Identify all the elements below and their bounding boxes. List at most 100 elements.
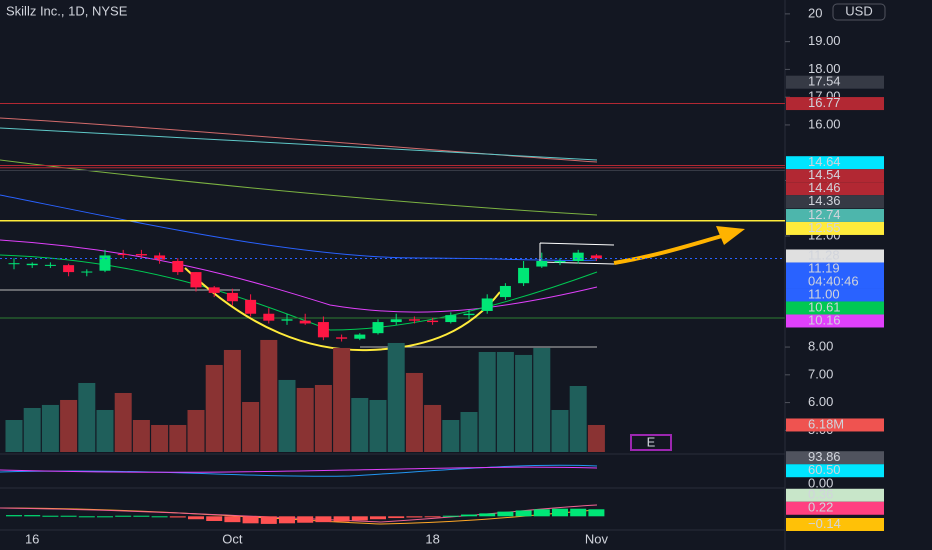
price-tag-label: 0.22: [808, 500, 833, 515]
candle-body: [463, 313, 475, 316]
candle-body: [190, 272, 202, 288]
y-tick-label: 6.00: [808, 394, 833, 409]
candle-body: [44, 264, 56, 266]
price-tag: [786, 464, 884, 478]
volume-bar: [278, 379, 296, 452]
price-tag-label: 93.86: [808, 449, 841, 464]
price-tag: [786, 451, 884, 465]
macd-bar: [479, 513, 496, 517]
volume-bar: [442, 420, 460, 452]
ma-line: [0, 117, 598, 163]
volume-bar: [333, 347, 351, 452]
price-tag: [786, 156, 884, 170]
macd-bar: [370, 516, 386, 520]
price-tag: [786, 221, 884, 235]
macd-bar: [133, 515, 150, 517]
ma-line: [0, 239, 598, 313]
macd-bar: [78, 516, 95, 518]
candle-body: [499, 285, 511, 298]
volume-bar: [60, 399, 78, 452]
earnings-box[interactable]: [630, 434, 672, 451]
macd-bar: [424, 516, 441, 518]
candle-body: [536, 260, 548, 267]
price-tag: [786, 488, 884, 502]
volume-bar: [515, 354, 533, 452]
currency[interactable]: USD: [845, 3, 872, 18]
macd-bar: [42, 515, 59, 517]
candle-body: [208, 287, 220, 293]
macd-bar: [497, 511, 514, 517]
price-tag: [786, 314, 884, 328]
price-tag-label: 11.00: [808, 286, 840, 301]
volume-bar: [405, 372, 423, 452]
macd-bar: [388, 516, 405, 519]
y-tick-label: 0.00: [808, 475, 833, 490]
macd-bar: [242, 516, 259, 524]
volume-bar: [478, 351, 496, 452]
candle-body: [135, 254, 147, 256]
volume-bar: [242, 401, 260, 452]
countdown: 04:40:46: [808, 273, 859, 288]
ma-line: [0, 254, 598, 331]
macd-bar: [315, 516, 332, 523]
chart-title: Skillz Inc., 1D, NYSE: [6, 3, 128, 18]
macd-bar: [279, 516, 295, 524]
currency-button[interactable]: [832, 3, 886, 21]
volume-bar: [23, 407, 41, 452]
volume-bar: [424, 404, 442, 452]
candle-body: [117, 254, 129, 256]
price-tag-label: 17.54: [808, 74, 841, 89]
candle-body: [354, 334, 366, 339]
price-tag: [786, 208, 884, 222]
price-tag: [786, 249, 884, 263]
volume-tag-label: 6.18M: [808, 416, 844, 431]
macd-bar: [97, 516, 113, 518]
candle-body: [572, 252, 584, 261]
volume-bar: [296, 387, 314, 452]
price-tag-label: 11.19: [808, 260, 840, 275]
macd-bar: [224, 516, 241, 523]
price-tag-label: 14.46: [808, 180, 841, 195]
y-tick-label: 19.00: [808, 33, 841, 48]
price-tag-label: 10.16: [808, 312, 841, 327]
price-tag: [786, 301, 884, 315]
price-tag-label: −0.14: [808, 516, 841, 531]
candle-body: [245, 299, 257, 314]
macd-bar: [588, 509, 605, 517]
candle-body: [445, 315, 457, 323]
candle-body: [590, 255, 602, 259]
candle-body: [263, 313, 275, 321]
candle-body: [317, 322, 329, 338]
price-tag-label: 11.28: [808, 247, 840, 262]
price-tag-label: 0.36: [808, 487, 833, 502]
macd-bar: [552, 508, 568, 517]
macd-bar: [60, 515, 77, 517]
volume-bar: [351, 397, 369, 452]
earnings-marker[interactable]: E: [647, 434, 656, 449]
rsi-line: [0, 464, 598, 477]
arrow-head: [716, 226, 745, 245]
price-tag: [786, 97, 884, 111]
volume-bar: [460, 412, 478, 452]
macd-bar: [515, 510, 532, 517]
x-tick-label: 16: [25, 531, 39, 546]
macd-bar: [533, 509, 550, 517]
price-tag-label: 12.55: [808, 220, 841, 235]
candle-body: [372, 322, 384, 334]
macd-bar: [169, 516, 186, 518]
candle-body: [226, 292, 238, 302]
macd-bar: [333, 516, 350, 522]
price-tag: [786, 288, 884, 302]
candle-body: [8, 263, 20, 265]
y-tick-label: 18.00: [808, 61, 841, 76]
volume-bar: [114, 392, 132, 452]
macd-bar: [297, 516, 314, 523]
ma-line: [0, 127, 598, 161]
volume-bar: [533, 347, 551, 452]
volume-bar: [387, 342, 405, 452]
candle-body: [99, 255, 111, 271]
candle-body: [408, 319, 420, 321]
volume-bar: [132, 420, 150, 452]
